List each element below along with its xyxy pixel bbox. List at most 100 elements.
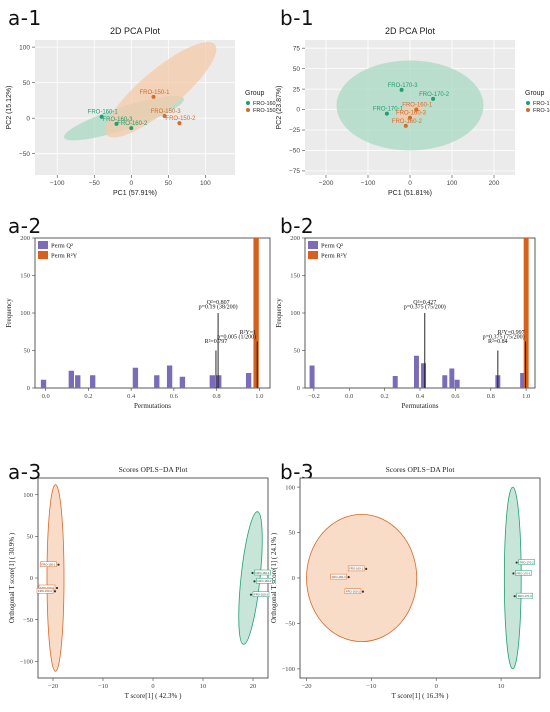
- x-tick-label: 0.0: [42, 393, 50, 400]
- stat-annotation: R²Y=1: [240, 330, 257, 336]
- y-tick-label: 75: [293, 45, 301, 52]
- point-label: FRO-160-3: [254, 592, 268, 596]
- x-tick-label: −10: [366, 683, 376, 690]
- legend-marker: [246, 108, 250, 112]
- x-tick-label: −100: [50, 180, 65, 187]
- data-point: [177, 121, 182, 126]
- histogram-bar: [132, 367, 139, 388]
- x-tick-label: 0.8: [487, 393, 495, 400]
- x-tick-label: 0: [408, 180, 412, 187]
- legend-marker: [246, 101, 250, 105]
- data-point: [347, 575, 350, 579]
- x-tick-label: 100: [200, 180, 211, 187]
- data-point: [129, 126, 134, 131]
- legend-label: FRO-160: [253, 101, 276, 107]
- histogram-bar: [253, 238, 259, 388]
- x-axis-label: T score[1] ( 42.3% ): [125, 692, 182, 700]
- histogram-bar: [209, 375, 215, 388]
- point-label: FRO-160-2: [392, 119, 423, 125]
- legend-label: Perm Q²: [51, 243, 73, 250]
- data-point: [114, 121, 119, 126]
- chart-title: Scores OPLS−DA Plot: [386, 465, 456, 474]
- plot-frame: [304, 237, 536, 389]
- panel-label-b2: b-2: [280, 214, 315, 238]
- confidence-ellipse: [105, 42, 217, 138]
- point-label-box: [515, 570, 532, 576]
- point-label: FRO-170-2: [419, 92, 450, 98]
- histogram-bar: [245, 373, 252, 388]
- point-label: FRO-150-2: [38, 589, 52, 593]
- point-label: FRO-160-1: [88, 110, 119, 116]
- y-tick-label: 200: [290, 235, 300, 242]
- point-label: FRO-160-3: [396, 111, 427, 117]
- x-tick-label: 0.4: [416, 393, 425, 400]
- point-label: FRO-170-3: [518, 594, 532, 598]
- point-label-box: [516, 592, 533, 599]
- stat-annotation: R²=0.84: [488, 339, 508, 345]
- x-tick-label: 0.6: [451, 393, 460, 400]
- legend-swatch: [308, 241, 318, 249]
- y-tick-label: 50: [23, 80, 31, 87]
- chart-a1: 2D PCA Plot −100 −50 0 50 100 −50 0 50 100 PC1 (57…: [6, 26, 276, 197]
- data-point: [57, 563, 60, 566]
- data-point: [249, 593, 253, 596]
- x-tick-label: 0: [151, 683, 154, 690]
- stat-annotation: p=0.375 (75/200): [483, 334, 525, 341]
- data-point: [399, 87, 404, 92]
- stat-annotation: R²Y=0.997: [498, 330, 525, 336]
- x-tick-label: −20: [48, 683, 58, 690]
- histogram-bar: [449, 368, 455, 388]
- point-label: FRO-170-2: [520, 560, 534, 564]
- y-tick-label: 150: [290, 273, 300, 280]
- data-point: [513, 595, 516, 598]
- x-tick-label: 0.8: [213, 393, 221, 400]
- point-label: FRO-160-2: [117, 121, 148, 127]
- panel-label-a1: a-1: [8, 6, 42, 30]
- y-tick-label: 0: [297, 385, 300, 392]
- chart-b2: −0.2 0.0 0.2 0.4 0.6 0.8 1.0 0 50 100 150 200 Permut…: [275, 235, 536, 410]
- data-point: [162, 114, 167, 119]
- data-point: [365, 567, 368, 571]
- legend-marker: [526, 101, 530, 105]
- y-tick-label: −100: [282, 666, 295, 673]
- y-tick-label: −75: [289, 168, 300, 175]
- x-tick-label: 1.0: [522, 393, 530, 400]
- panel-label-b1: b-1: [280, 6, 315, 30]
- histogram-bar: [421, 363, 427, 388]
- chart-title: 2D PCA Plot: [110, 26, 161, 36]
- point-label: FRO-150-3: [151, 109, 182, 115]
- y-tick-label: −25: [289, 127, 300, 134]
- x-tick-label: 0.0: [345, 393, 353, 400]
- data-point: [431, 96, 436, 101]
- chart-a2: 0.0 0.2 0.4 0.6 0.8 1.0 0 50 100 150 200 Permutatio…: [5, 235, 271, 410]
- legend-marker: [526, 108, 530, 112]
- data-point: [53, 590, 57, 593]
- y-tick-label: 0: [296, 107, 300, 114]
- legend-swatch: [38, 251, 48, 259]
- x-tick-label: 0: [435, 683, 438, 690]
- data-point: [515, 561, 518, 564]
- point-label: FRO-160-1: [256, 571, 270, 575]
- y-axis-label: PC2 (23.87%): [276, 86, 283, 130]
- x-tick-label: −10: [98, 683, 108, 690]
- y-tick-label: 100: [23, 492, 33, 499]
- y-tick-label: 100: [20, 310, 30, 317]
- x-tick-label: 0.2: [84, 393, 92, 400]
- point-label-box: [252, 591, 270, 597]
- point-label: FRO-150-2: [165, 116, 196, 122]
- histogram-bar: [75, 375, 81, 388]
- stat-annotation: Q²=0.427: [413, 300, 436, 306]
- chart-title: 2D PCA Plot: [385, 26, 436, 36]
- histogram-bar: [68, 370, 74, 388]
- x-tick-label: −200: [319, 180, 334, 187]
- data-point: [99, 114, 104, 119]
- stat-annotation: p=0.375 (75/200): [404, 304, 446, 311]
- chart-a3: Scores OPLS−DA Plot−20 −10 0 10 20−100−50050…: [8, 465, 273, 700]
- y-tick-label: −100: [20, 659, 33, 666]
- point-label: FRO-150-3: [40, 586, 54, 590]
- y-tick-label: 100: [19, 44, 30, 51]
- legend-swatch: [38, 241, 48, 249]
- data-point: [512, 572, 515, 575]
- y-tick-label: −50: [285, 621, 295, 628]
